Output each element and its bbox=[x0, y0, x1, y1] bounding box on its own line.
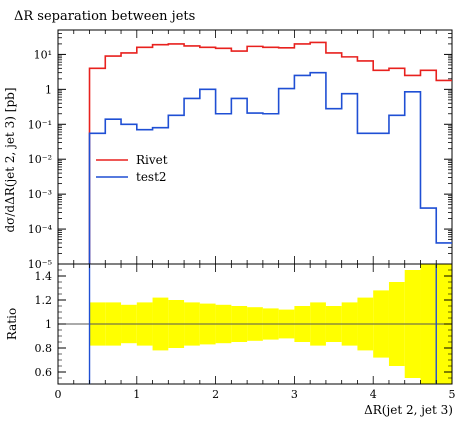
ratio-y-tick-label: 1.2 bbox=[35, 294, 53, 307]
y-tick-label: 10⁻² bbox=[28, 153, 52, 166]
y-tick-label: 10⁻⁵ bbox=[28, 258, 52, 271]
series-line-test2 bbox=[88, 71, 452, 264]
y-tick-label: 10⁻¹ bbox=[28, 118, 52, 131]
x-axis-label: ΔR(jet 2, jet 3) bbox=[364, 403, 453, 417]
x-tick-label: 4 bbox=[370, 388, 377, 401]
ratio-y-tick-label: 1.4 bbox=[35, 270, 53, 283]
legend-label: Rivet bbox=[136, 153, 168, 167]
series-line-rivet bbox=[88, 41, 452, 264]
y-tick-label: 10⁻³ bbox=[28, 188, 52, 201]
main-frame bbox=[57, 29, 453, 265]
y-tick-label: 10⁻⁴ bbox=[28, 223, 53, 236]
x-tick-label: 2 bbox=[212, 388, 219, 401]
x-tick-label: 3 bbox=[291, 388, 298, 401]
ratio-panel: 0.6 0.8 1 1.2 1.4 0 1 2 3 4 5 bbox=[35, 263, 456, 401]
main-panel: 10⁻⁵ 10⁻⁴ 10⁻³ 10⁻² 10⁻¹ 1 10¹ Rivet test2 bbox=[28, 29, 453, 271]
chart-title: ΔR separation between jets bbox=[14, 9, 195, 24]
y-axis-label: dσ/dΔR(jet 2, jet 3) [pb] bbox=[3, 87, 17, 232]
ratio-y-tick-label: 0.8 bbox=[35, 342, 53, 355]
x-tick-label: 0 bbox=[55, 388, 62, 401]
ratio-axis-label: Ratio bbox=[5, 308, 19, 340]
y-tick-label: 10¹ bbox=[34, 48, 52, 61]
legend-label: test2 bbox=[136, 170, 167, 184]
ratio-y-tick-label: 0.6 bbox=[35, 366, 53, 379]
x-tick-label: 1 bbox=[133, 388, 140, 401]
x-tick-label: 5 bbox=[449, 388, 456, 401]
ratio-series-line bbox=[89, 323, 452, 384]
ratio-y-tick-label: 1 bbox=[45, 318, 52, 331]
y-tick-label: 1 bbox=[45, 83, 52, 96]
